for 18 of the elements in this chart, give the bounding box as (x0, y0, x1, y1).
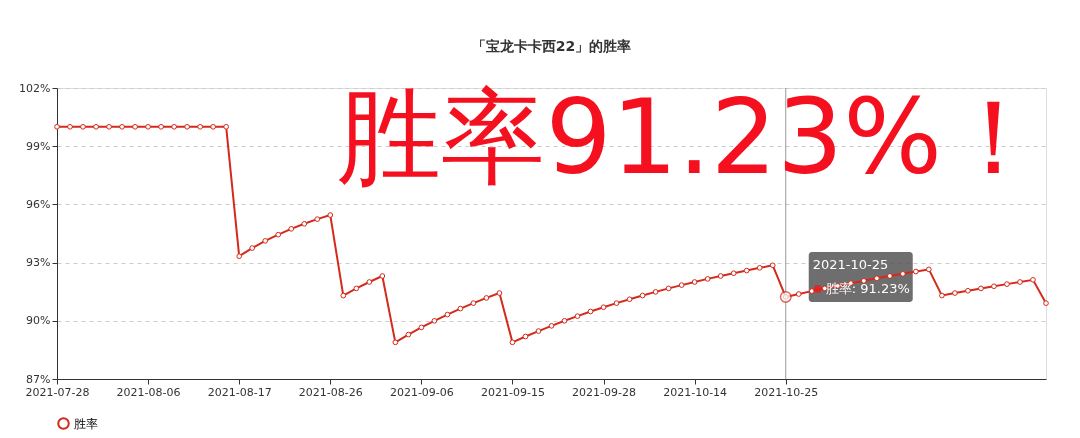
legend-label: 胜率 (74, 416, 98, 431)
y-tick-label: 96% (26, 197, 51, 211)
x-tick-label: 2021-09-15 (480, 385, 545, 399)
annotation: 胜率91.23%！ (337, 76, 1046, 198)
x-tick-label: 2021-09-06 (389, 385, 454, 399)
x-tick-label: 2021-08-06 (116, 385, 181, 399)
x-tick-label: 2021-08-17 (207, 385, 272, 399)
x-tick-label: 2021-08-26 (298, 385, 363, 399)
x-tick-label: 2021-07-28 (25, 385, 90, 399)
x-tick-label: 2021-10-25 (754, 385, 819, 399)
y-tick-label: 93% (26, 256, 51, 270)
y-tick-label: 99% (26, 139, 51, 153)
y-tick-label: 102% (19, 81, 51, 95)
y-tick-label: 87% (26, 372, 51, 386)
x-tick-label: 2021-10-14 (663, 385, 728, 399)
y-tick-label: 90% (26, 314, 51, 328)
chart-title: 「宝龙卡卡西22」的胜率 (471, 38, 632, 54)
x-tick-label: 2021-09-28 (572, 385, 637, 399)
